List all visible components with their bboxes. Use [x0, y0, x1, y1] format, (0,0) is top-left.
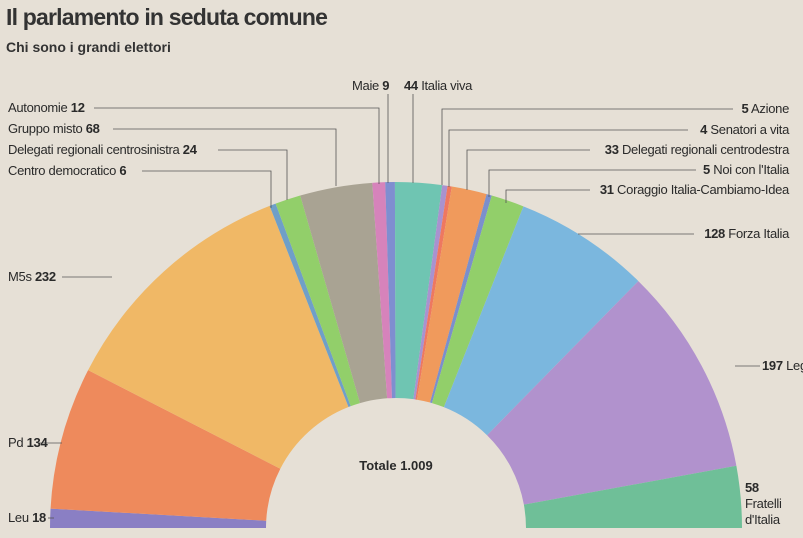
slice-lega — [487, 281, 737, 505]
slice-fratelli-d-italia — [523, 465, 742, 528]
leader-line-senatori — [448, 129, 688, 187]
slice-delegati-regionali-centrosinistra — [275, 195, 361, 407]
slice-coraggio-italia-cambiamo-idea — [431, 195, 524, 408]
leader-line-coraggio — [505, 189, 590, 203]
leader-line-delegati-cs — [218, 149, 288, 200]
slice-leu — [50, 508, 267, 528]
slice-italia-viva — [394, 182, 443, 400]
slice-m5s — [88, 205, 349, 469]
label-delegati-cs: Delegati regionali centrosinistra 24 — [8, 142, 197, 157]
slice-delegati-regionali-centrodestra — [416, 186, 487, 403]
slice-senatori-a-vita — [415, 185, 452, 400]
slice-centro-democratico — [269, 203, 351, 407]
label-italia-viva: 44 Italia viva — [404, 78, 473, 93]
label-pd: Pd 134 — [8, 435, 48, 450]
slice-noi-con-l-italia — [430, 194, 492, 404]
leader-line-gruppo-misto — [113, 128, 337, 186]
label-autonomie: Autonomie 12 — [8, 100, 85, 115]
label-leu: Leu 18 — [8, 510, 46, 525]
label-centro-democratico: Centro democratico 6 — [8, 163, 127, 178]
label-delegati-cd: 33 Delegati regionali centrodestra — [604, 142, 790, 157]
label-coraggio: 31 Coraggio Italia-Cambiamo-Idea — [599, 182, 789, 197]
label-senatori: 4 Senatori a vita — [700, 122, 789, 137]
label-maie: Maie 9 — [352, 78, 390, 93]
label-gruppo-misto: Gruppo misto 68 — [8, 121, 100, 136]
label-lega: 197 Lega — [762, 358, 803, 373]
leader-line-delegati-cd — [466, 149, 590, 190]
leader-line-autonomie — [94, 107, 380, 184]
slice-maie — [385, 182, 396, 399]
label-azione: 5 Azione — [741, 101, 790, 116]
leader-line-noi — [488, 169, 696, 197]
leader-line-azione — [441, 108, 733, 185]
leader-lines — [38, 94, 760, 519]
label-m5s: M5s 232 — [8, 269, 56, 284]
label-forza-italia: 128 Forza Italia — [704, 226, 789, 241]
chart-subtitle: Chi sono i grandi elettori — [6, 39, 171, 55]
total-label: Totale 1.009 — [359, 458, 433, 473]
chart-title: Il parlamento in seduta comune — [6, 4, 328, 30]
leader-line-centro-democratico — [142, 170, 272, 208]
slice-azione — [413, 185, 448, 400]
label-fdi: 58 Fratelli d'Italia — [745, 480, 782, 527]
slice-forza-italia — [443, 206, 639, 436]
label-noi: 5 Noi con l'Italia — [703, 162, 789, 177]
slice-pd — [50, 370, 281, 521]
slice-gruppo-misto — [300, 182, 388, 404]
slice-autonomie — [372, 182, 392, 399]
